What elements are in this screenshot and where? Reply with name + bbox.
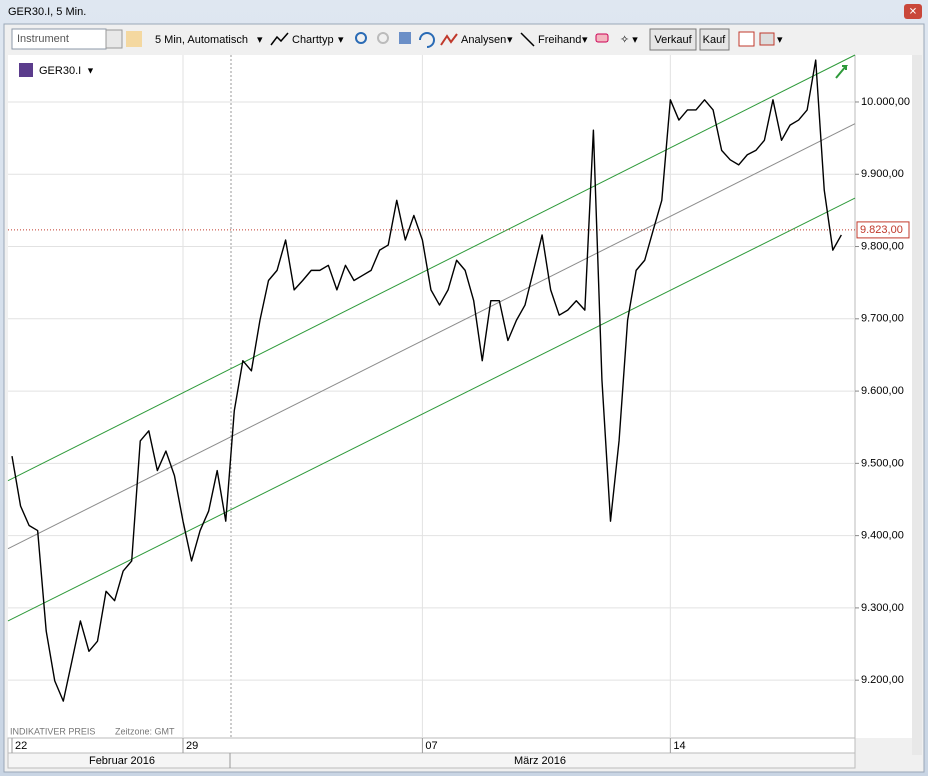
- y-tick-label: 9.700,00: [861, 313, 904, 325]
- scrollbar[interactable]: [912, 55, 922, 755]
- x-tick-label: 07: [425, 740, 437, 752]
- y-tick-label: 9.500,00: [861, 457, 904, 469]
- price-line-series: [11, 59, 842, 702]
- y-tick-label: 9.900,00: [861, 168, 904, 180]
- chart-settings-icon[interactable]: [738, 31, 755, 47]
- x-tick-label: 22: [15, 740, 27, 752]
- instrument-label[interactable]: GER30.I: [39, 65, 81, 77]
- dropdown-arrow: ▾: [257, 34, 263, 46]
- sell-button[interactable]: [649, 28, 697, 51]
- print-icon[interactable]: [759, 32, 775, 46]
- crosshair-icon[interactable]: ✧ ▾: [620, 34, 638, 46]
- y-tick-label: 10.000,00: [861, 96, 910, 108]
- sell-label: Verkauf: [654, 34, 692, 46]
- close-icon: ✕: [909, 7, 917, 18]
- dropdown-arrow: ▼: [86, 65, 95, 75]
- interval-dropdown[interactable]: 5 Min, Automatisch: [155, 34, 248, 46]
- note: Zeitzone: GMT: [115, 726, 175, 736]
- buy-label: Kauf: [703, 34, 727, 46]
- charttype-icon[interactable]: [270, 32, 289, 46]
- channel-line: [7, 123, 856, 550]
- analyses-icon[interactable]: [440, 33, 458, 46]
- note: INDIKATIVER PREIS: [10, 726, 95, 736]
- reset-icon[interactable]: [419, 32, 435, 48]
- window-title: GER30.I, 5 Min.: [8, 6, 86, 18]
- freehand-icon[interactable]: [520, 32, 535, 47]
- y-tick-label: 9.400,00: [861, 530, 904, 542]
- zoom-in[interactable]: [355, 32, 367, 44]
- month-strip: [7, 752, 856, 769]
- y-axis-area: [855, 55, 912, 738]
- month-label: Februar 2016: [89, 755, 155, 767]
- zoom-out[interactable]: [377, 32, 389, 44]
- x-tick-label: 14: [673, 740, 685, 752]
- eraser-icon[interactable]: [595, 33, 609, 43]
- dropdown-arrow: ▾: [777, 34, 783, 46]
- channel-line: [7, 54, 856, 482]
- trend-arrow: [835, 65, 849, 79]
- y-tick-label: 9.200,00: [861, 674, 904, 686]
- close-button[interactable]: [904, 4, 922, 19]
- dropdown-arrow: ▾: [507, 34, 513, 46]
- fit-icon[interactable]: [399, 32, 411, 44]
- dropdown-arrow: ▾: [338, 34, 344, 46]
- instrument-list-button[interactable]: [105, 29, 123, 49]
- plot-area: [8, 55, 855, 738]
- freehand-dropdown[interactable]: Freihand: [538, 34, 581, 46]
- indicator-icon[interactable]: [126, 31, 142, 47]
- price-tag: [856, 221, 910, 239]
- price-label: 9.823,00: [860, 224, 903, 236]
- charttype-dropdown[interactable]: Charttyp: [292, 34, 334, 46]
- analyses-dropdown[interactable]: Analysen: [461, 34, 506, 46]
- month-label: März 2016: [514, 755, 566, 767]
- channel-line: [7, 197, 856, 622]
- instrument-placeholder: Instrument: [17, 33, 69, 45]
- plot: 9.200,00 9.300,00 9.400,00 9.500,00 9.600,00…: [7, 54, 910, 753]
- dropdown-arrow: ▾: [582, 34, 588, 46]
- y-tick-label: 9.300,00: [861, 602, 904, 614]
- buy-button[interactable]: [699, 28, 730, 51]
- y-tick-label: 9.600,00: [861, 385, 904, 397]
- x-tick-label: 29: [186, 740, 198, 752]
- instrument-icon: [19, 63, 33, 77]
- y-tick-label: 9.800,00: [861, 240, 904, 252]
